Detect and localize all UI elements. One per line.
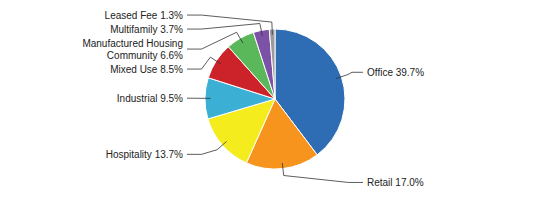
slice-label: Hospitality 13.7% <box>106 149 183 160</box>
pie-slice <box>253 29 275 99</box>
slice-label: Leased Fee 1.3% <box>105 10 183 21</box>
slice-label-line: Manufactured Housing <box>82 38 183 49</box>
slice-label: Mixed Use 8.5% <box>110 64 183 75</box>
leader-line <box>187 57 221 69</box>
slice-label: Multifamily 3.7% <box>110 24 183 35</box>
slice-label-line: Industrial 9.5% <box>117 93 183 104</box>
leader-line <box>187 24 262 36</box>
slice-label-line: Leased Fee 1.3% <box>105 10 183 21</box>
slice-label: Industrial 9.5% <box>117 93 183 104</box>
slice-label-line: Community 6.6% <box>107 50 183 61</box>
leader-line <box>187 141 227 154</box>
leader-line <box>336 72 363 78</box>
pie: Office 39.7% Retail 17.0% Hospitality 13.7… <box>82 10 424 188</box>
slice-label: Manufactured HousingCommunity 6.6% <box>82 38 183 61</box>
slice-label-line: Hospitality 13.7% <box>106 149 183 160</box>
slice-label: Retail 17.0% <box>367 177 424 188</box>
slice-label-line: Office 39.7% <box>367 67 424 78</box>
slice-label-line: Mixed Use 8.5% <box>110 64 183 75</box>
chart: Office 39.7% Retail 17.0% Hospitality 13.7… <box>0 0 550 198</box>
leader-line <box>187 32 243 49</box>
leader-line <box>282 163 363 182</box>
leader-line <box>187 98 211 99</box>
slice-label-line: Retail 17.0% <box>367 177 424 188</box>
leader-line <box>187 15 272 35</box>
pie-slice <box>269 29 275 99</box>
slice-label-line: Multifamily 3.7% <box>110 24 183 35</box>
slice-label: Office 39.7% <box>367 67 424 78</box>
